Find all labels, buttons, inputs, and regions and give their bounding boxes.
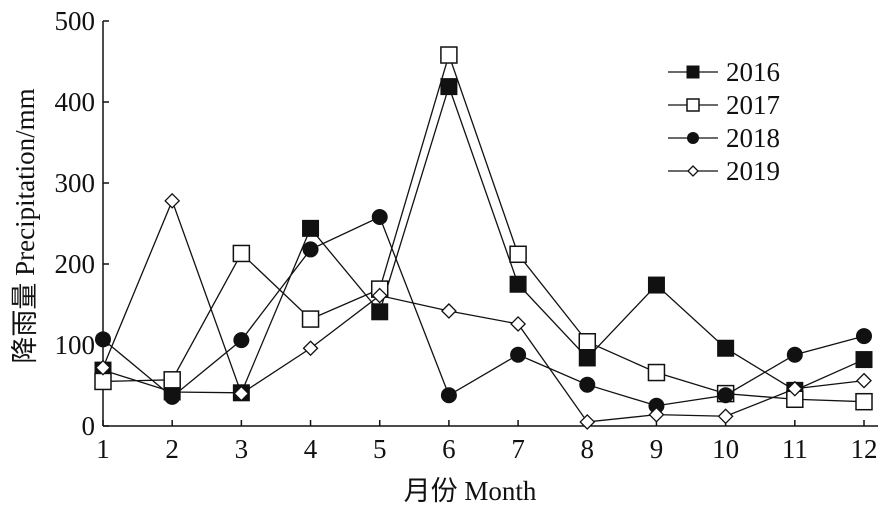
- x-tick-label: 7: [511, 434, 525, 464]
- data-point-open-diamond: [302, 340, 319, 357]
- x-axis-label: 月份 Month: [404, 476, 537, 506]
- data-point-open-diamond: [510, 316, 527, 332]
- series-2017: [94, 46, 873, 411]
- data-point-filled-circle: [233, 332, 250, 349]
- x-tick-label: 12: [851, 434, 878, 464]
- data-point-filled-square: [302, 219, 320, 237]
- y-axis-label: 降雨量 Precipitation/mm: [10, 88, 40, 363]
- data-point-open-diamond: [371, 287, 388, 304]
- legend-marker: [687, 132, 699, 144]
- x-tick-label: 4: [304, 434, 318, 464]
- data-point-filled-circle: [717, 387, 734, 404]
- data-point-open-square: [647, 363, 666, 382]
- data-point-open-square: [440, 46, 458, 64]
- data-point-filled-square: [717, 339, 735, 357]
- data-point-open-square: [94, 372, 112, 391]
- data-point-filled-circle: [95, 331, 111, 348]
- data-point-filled-circle: [302, 241, 319, 258]
- y-tick-label: 300: [55, 168, 96, 198]
- series-2018: [95, 209, 872, 414]
- y-tick-label: 100: [55, 330, 96, 360]
- series-line-2017: [102, 52, 865, 403]
- x-tick-label: 5: [373, 434, 387, 464]
- x-tick-label: 9: [650, 434, 664, 464]
- data-point-open-diamond: [440, 303, 457, 319]
- data-point-filled-circle: [579, 376, 596, 393]
- data-point-open-square: [232, 244, 251, 263]
- data-point-open-diamond: [648, 406, 665, 423]
- data-point-open-diamond: [856, 372, 872, 389]
- y-tick-label: 500: [55, 6, 96, 36]
- y-tick-label: 200: [55, 249, 96, 279]
- data-point-filled-square: [440, 78, 458, 96]
- data-point-open-diamond: [95, 359, 111, 376]
- legend-item-2019: 2019: [668, 156, 780, 186]
- x-tick-label: 1: [96, 434, 110, 464]
- data-point-open-square: [855, 392, 873, 411]
- y-tick-label: 400: [55, 87, 96, 117]
- data-point-filled-circle: [440, 387, 457, 404]
- data-point-filled-square: [578, 349, 596, 367]
- legend-label: 2018: [726, 123, 780, 153]
- legend-item-2018: 2018: [668, 123, 780, 153]
- x-tick-label: 10: [712, 434, 739, 464]
- data-point-open-diamond: [579, 414, 596, 430]
- legend-label: 2017: [726, 90, 780, 120]
- series-group: [94, 46, 873, 430]
- data-point-open-diamond: [164, 192, 181, 209]
- data-point-filled-circle: [510, 346, 527, 363]
- data-point-open-square: [578, 333, 597, 351]
- legend-marker: [687, 165, 699, 177]
- legend-item-2016: 2016: [668, 57, 780, 87]
- data-point-open-square: [301, 310, 320, 328]
- series-line-2019: [102, 199, 865, 423]
- data-point-filled-circle: [164, 388, 181, 405]
- data-point-open-diamond: [233, 385, 250, 402]
- series-2019: [95, 192, 872, 430]
- legend-item-2017: 2017: [668, 90, 780, 120]
- y-tick-label: 0: [82, 411, 96, 441]
- legend-marker: [686, 65, 700, 79]
- data-point-filled-square: [371, 303, 389, 321]
- data-point-filled-circle: [856, 328, 872, 345]
- data-point-filled-square: [647, 276, 665, 294]
- x-tick-label: 11: [782, 434, 808, 464]
- x-tick-label: 2: [165, 434, 179, 464]
- series-line-2018: [102, 216, 865, 407]
- legend-marker: [686, 98, 700, 112]
- data-point-filled-square: [509, 275, 527, 293]
- data-point-open-diamond: [717, 408, 734, 425]
- x-tick-label: 3: [235, 434, 249, 464]
- series-line-2016: [102, 84, 865, 394]
- data-point-filled-square: [855, 351, 873, 369]
- legend-label: 2016: [726, 57, 780, 87]
- x-tick-label: 6: [442, 434, 456, 464]
- data-point-filled-circle: [648, 397, 665, 414]
- legend-label: 2019: [726, 156, 780, 186]
- x-tick-label: 8: [581, 434, 595, 464]
- data-point-filled-circle: [371, 209, 388, 226]
- data-point-filled-circle: [786, 346, 803, 363]
- data-point-open-square: [163, 371, 181, 389]
- data-point-open-diamond: [786, 380, 803, 397]
- data-point-open-square: [509, 245, 527, 264]
